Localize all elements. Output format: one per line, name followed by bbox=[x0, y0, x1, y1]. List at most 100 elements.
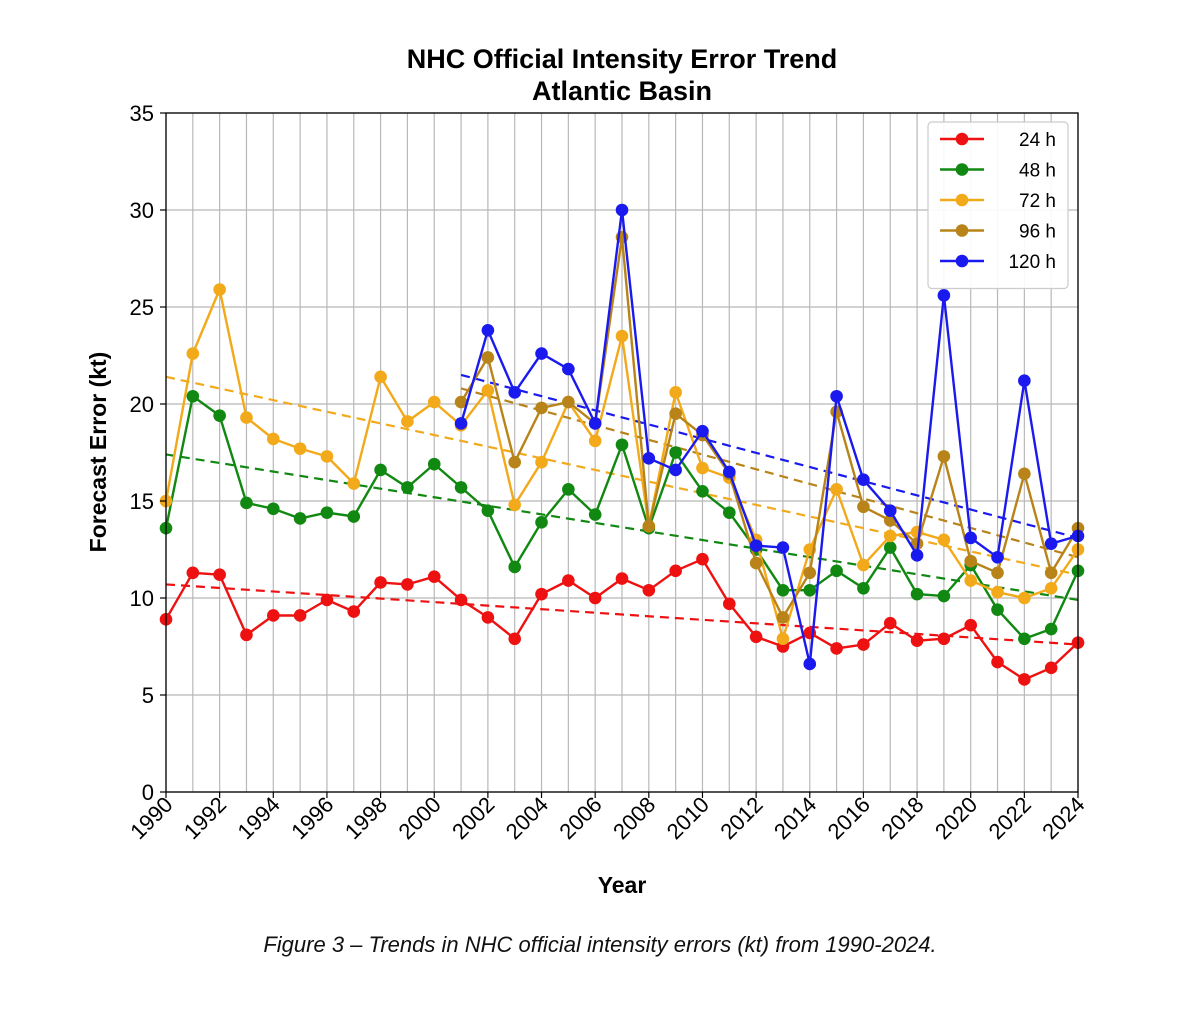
data-point bbox=[910, 634, 924, 647]
data-point bbox=[1044, 661, 1058, 675]
data-point bbox=[1018, 591, 1031, 605]
data-point bbox=[1018, 374, 1031, 388]
data-point bbox=[401, 415, 414, 428]
chart-title: NHC Official Intensity Error Trend bbox=[407, 44, 838, 74]
data-point bbox=[213, 409, 226, 422]
trend-line-0 bbox=[165, 583, 1079, 646]
data-point bbox=[991, 550, 1004, 564]
data-point bbox=[401, 481, 414, 494]
data-point bbox=[1018, 632, 1031, 646]
data-point bbox=[535, 516, 548, 529]
x-axis-label: Year bbox=[598, 872, 647, 898]
data-point bbox=[1044, 566, 1058, 580]
data-point bbox=[910, 549, 924, 562]
x-tick-label: 2000 bbox=[393, 792, 445, 844]
x-tick-label: 2022 bbox=[984, 792, 1036, 844]
data-point bbox=[1044, 537, 1058, 550]
x-tick-label: 1992 bbox=[179, 792, 231, 844]
series-lines bbox=[159, 203, 1085, 686]
data-point bbox=[481, 611, 495, 624]
data-point bbox=[696, 485, 709, 498]
data-point bbox=[240, 411, 253, 424]
data-point bbox=[266, 609, 280, 622]
data-point bbox=[642, 452, 656, 465]
legend: 24 h 48 h 72 h 96 h 120 h bbox=[927, 121, 1069, 290]
trend-lines bbox=[165, 373, 1079, 646]
trend-line-3 bbox=[460, 387, 1079, 559]
data-point bbox=[481, 504, 495, 517]
legend-label: 48 h bbox=[1019, 161, 1056, 182]
series-0 bbox=[159, 552, 1085, 686]
data-point bbox=[615, 572, 629, 585]
data-point bbox=[266, 502, 280, 516]
data-point bbox=[293, 442, 307, 455]
data-point bbox=[964, 554, 978, 568]
x-tick-label: 1998 bbox=[340, 792, 392, 844]
x-tick-label: 2012 bbox=[715, 792, 767, 844]
x-tick-label: 2004 bbox=[501, 792, 553, 844]
trend-line-4 bbox=[460, 373, 1079, 539]
y-tick-label: 25 bbox=[130, 295, 154, 320]
data-point bbox=[883, 504, 897, 517]
data-point bbox=[803, 657, 817, 671]
data-point bbox=[696, 424, 709, 438]
data-point bbox=[964, 618, 978, 632]
legend-swatch-marker bbox=[955, 254, 969, 268]
data-point bbox=[427, 457, 441, 471]
data-point bbox=[240, 628, 253, 642]
data-point bbox=[508, 560, 522, 574]
data-point bbox=[562, 574, 575, 587]
data-point bbox=[481, 351, 495, 364]
x-tick-label: 2002 bbox=[447, 792, 499, 844]
x-tick-label: 1990 bbox=[125, 792, 177, 844]
data-point bbox=[320, 506, 334, 519]
data-point bbox=[615, 203, 629, 217]
x-tick-label: 2020 bbox=[930, 792, 982, 844]
data-point bbox=[481, 384, 495, 397]
x-tick-label: 2010 bbox=[662, 792, 714, 844]
y-tick-label: 10 bbox=[130, 586, 154, 611]
data-point bbox=[830, 389, 843, 403]
data-point bbox=[240, 496, 253, 510]
series-line bbox=[460, 235, 1080, 619]
data-point bbox=[562, 362, 575, 376]
data-point bbox=[830, 642, 843, 655]
data-point bbox=[910, 537, 924, 550]
data-point bbox=[615, 329, 629, 343]
data-point bbox=[776, 583, 790, 597]
data-point bbox=[535, 401, 548, 415]
data-point bbox=[347, 510, 361, 523]
data-point bbox=[749, 539, 763, 552]
x-tick-label: 2008 bbox=[608, 792, 660, 844]
data-point bbox=[508, 632, 522, 646]
legend-swatch-marker bbox=[955, 193, 969, 207]
data-point bbox=[642, 519, 656, 533]
data-point bbox=[374, 576, 387, 589]
data-point bbox=[615, 438, 629, 452]
data-point bbox=[937, 450, 951, 463]
legend-label: 120 h bbox=[1008, 252, 1056, 273]
x-axis: 1990 1992 1994 1996 1998 2000 2002 2004 2006 2008… bbox=[125, 792, 1089, 844]
data-point bbox=[669, 463, 682, 477]
data-point bbox=[562, 395, 575, 409]
legend-label: 72 h bbox=[1019, 191, 1056, 212]
x-tick-label: 2018 bbox=[876, 792, 928, 844]
data-point bbox=[857, 500, 870, 514]
data-point bbox=[320, 593, 334, 607]
data-point bbox=[964, 531, 978, 545]
data-point bbox=[669, 386, 682, 399]
data-point bbox=[427, 570, 441, 583]
data-point bbox=[937, 289, 951, 302]
data-point bbox=[1018, 467, 1031, 481]
data-point bbox=[508, 455, 522, 469]
data-point bbox=[186, 347, 200, 360]
data-point bbox=[588, 508, 602, 521]
data-point bbox=[883, 616, 897, 630]
trend-line-2 bbox=[165, 375, 1079, 576]
data-point bbox=[535, 347, 548, 360]
data-point bbox=[991, 603, 1004, 616]
data-point bbox=[1044, 582, 1058, 595]
legend-label: 96 h bbox=[1019, 222, 1056, 243]
data-point bbox=[937, 589, 951, 603]
data-point bbox=[320, 450, 334, 463]
